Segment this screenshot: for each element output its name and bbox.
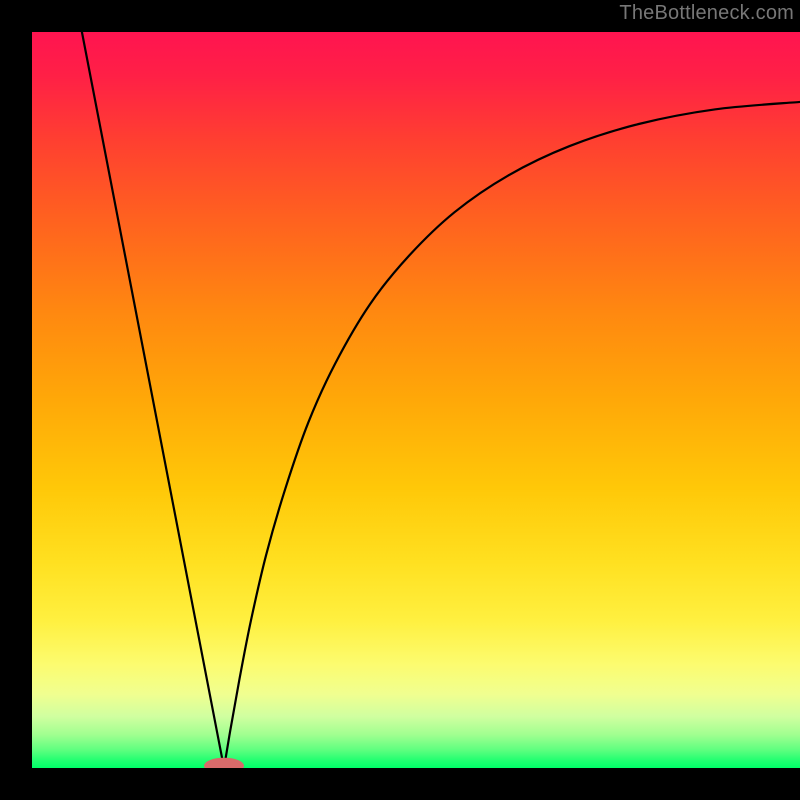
plot-area: [32, 32, 800, 768]
bottleneck-chart: TheBottleneck.com: [0, 0, 800, 800]
bottleneck-curve: [82, 32, 800, 768]
watermark-text: TheBottleneck.com: [619, 2, 794, 25]
curve-layer: [32, 32, 800, 768]
minimum-marker: [204, 758, 244, 768]
